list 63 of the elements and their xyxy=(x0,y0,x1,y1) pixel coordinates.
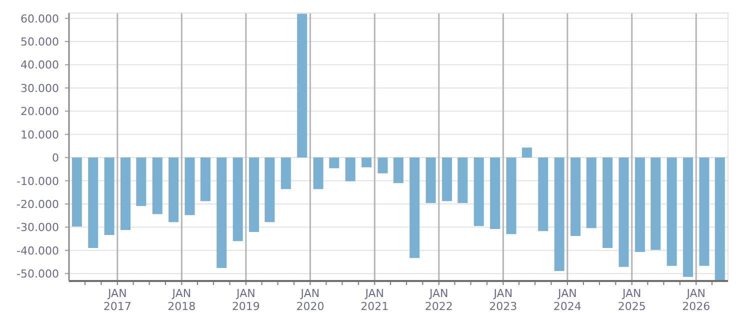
y-tick-label: -10.000 xyxy=(16,174,59,188)
bar xyxy=(152,158,162,214)
bar xyxy=(313,158,324,190)
bar xyxy=(88,158,98,248)
bar xyxy=(249,158,260,232)
bar xyxy=(538,158,548,232)
bar xyxy=(634,158,645,252)
bar xyxy=(506,158,516,234)
y-tick-label: -30.000 xyxy=(16,221,59,234)
bar xyxy=(297,14,308,158)
y-tick-label: 20.000 xyxy=(20,105,59,118)
bar xyxy=(362,158,372,168)
y-tick-label: -20.000 xyxy=(16,198,59,211)
bar xyxy=(345,158,356,182)
bar xyxy=(393,158,404,184)
x-tick-label: JAN 2019 xyxy=(232,287,260,313)
bar xyxy=(586,158,596,228)
bar xyxy=(200,158,210,202)
x-tick-label: JAN 2026 xyxy=(682,287,710,313)
bar xyxy=(522,148,532,158)
y-tick-label: 60.000 xyxy=(20,12,59,26)
x-tick-label: JAN 2025 xyxy=(618,287,646,313)
bar xyxy=(280,158,291,190)
x-tick-label: JAN 2020 xyxy=(296,287,324,313)
x-tick-label: JAN 2018 xyxy=(168,287,196,313)
bar xyxy=(618,158,629,267)
x-tick-label: JAN 2017 xyxy=(103,287,132,313)
y-tick-label: -40.000 xyxy=(16,244,59,258)
bar xyxy=(570,158,581,236)
x-tick-label: JAN 2021 xyxy=(360,287,389,313)
bar xyxy=(426,158,436,204)
y-tick-label: 50.000 xyxy=(20,36,59,49)
y-tick-label: -50.000 xyxy=(16,268,59,281)
bar xyxy=(666,158,677,266)
bar xyxy=(554,158,564,272)
bar xyxy=(490,158,500,230)
bar xyxy=(683,158,694,277)
bar xyxy=(120,158,131,230)
bar xyxy=(168,158,179,222)
bar xyxy=(216,158,227,268)
bar xyxy=(699,158,710,266)
bar xyxy=(329,158,340,168)
x-tick-label: JAN 2024 xyxy=(553,287,582,313)
y-tick-label: 30.000 xyxy=(20,82,59,95)
bar xyxy=(458,158,468,204)
y-tick-label: 0 xyxy=(52,152,59,165)
x-tick-label: JAN 2022 xyxy=(424,287,453,313)
bar xyxy=(410,158,420,258)
bar xyxy=(378,158,388,174)
y-tick-label: 40.000 xyxy=(20,58,59,72)
bar xyxy=(442,158,452,202)
bar xyxy=(104,158,114,236)
bar xyxy=(264,158,275,222)
bar xyxy=(650,158,661,250)
y-tick-label: 10.000 xyxy=(20,128,59,142)
bar xyxy=(232,158,243,242)
bar xyxy=(136,158,146,206)
bar xyxy=(714,158,725,281)
bar xyxy=(474,158,484,226)
bar xyxy=(602,158,613,248)
bar xyxy=(184,158,195,216)
bar xyxy=(72,158,82,226)
x-tick-label: JAN 2023 xyxy=(489,287,518,313)
